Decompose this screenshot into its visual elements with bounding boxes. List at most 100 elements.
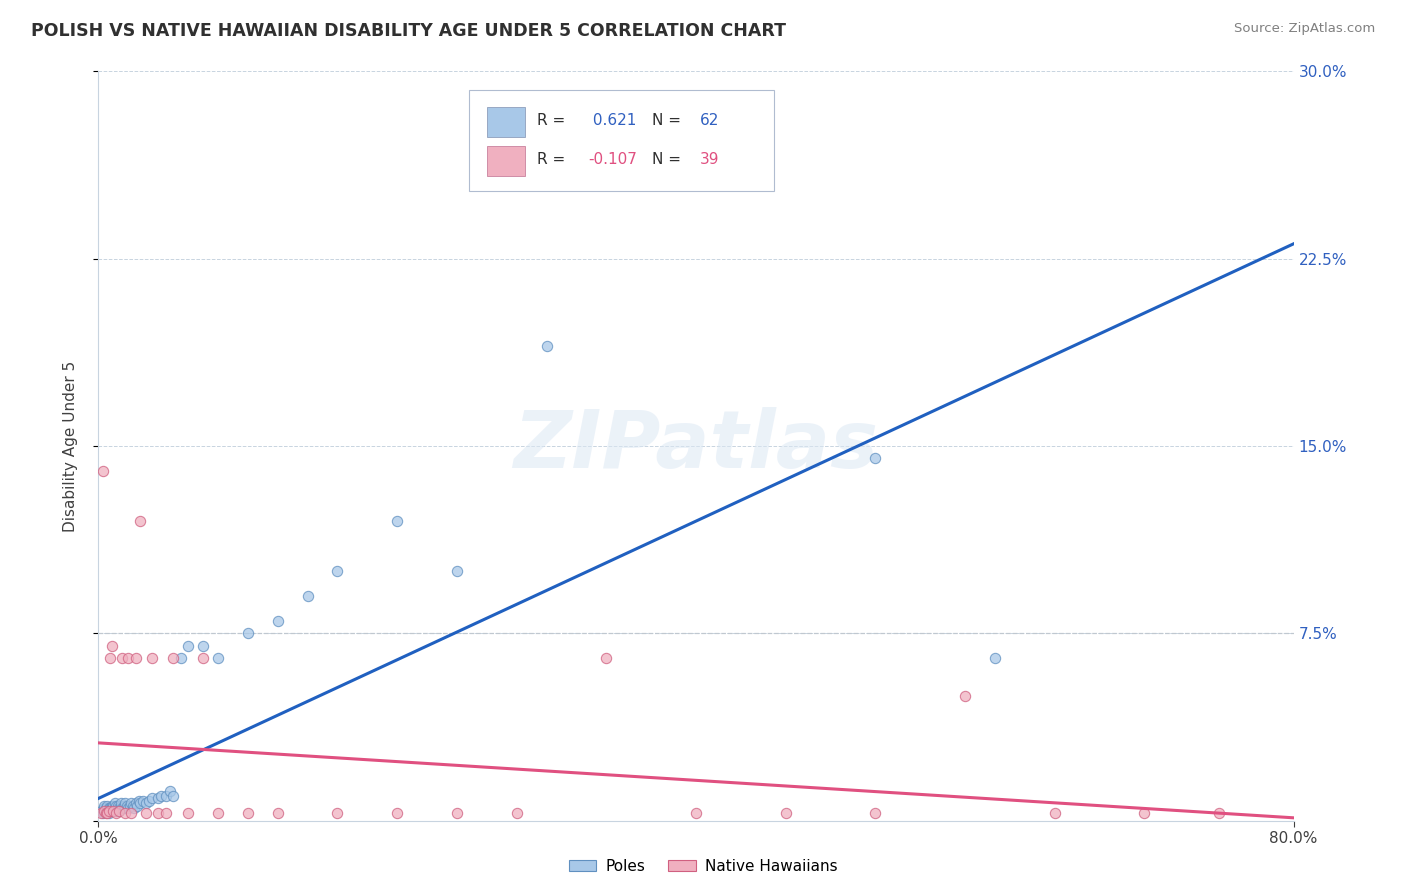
Text: R =: R =: [537, 153, 571, 168]
FancyBboxPatch shape: [470, 90, 773, 191]
Point: [177, 806, 200, 821]
Point: [135, 806, 157, 821]
Point: [105, 798, 128, 813]
Point: [169, 651, 191, 665]
Point: [177, 639, 200, 653]
Point: [93, 801, 115, 815]
Point: [96, 798, 118, 813]
Point: [98, 801, 122, 815]
Point: [96, 806, 118, 821]
Point: [121, 798, 143, 813]
Point: [117, 801, 139, 815]
Point: [114, 801, 136, 815]
Point: [191, 651, 214, 665]
Point: [385, 514, 409, 528]
Point: [111, 651, 134, 665]
Point: [103, 804, 125, 818]
Point: [236, 626, 259, 640]
Text: POLISH VS NATIVE HAWAIIAN DISABILITY AGE UNDER 5 CORRELATION CHART: POLISH VS NATIVE HAWAIIAN DISABILITY AGE…: [31, 22, 786, 40]
Point: [1208, 806, 1230, 821]
Text: ZIPatlas: ZIPatlas: [513, 407, 879, 485]
Point: [97, 806, 120, 821]
Point: [129, 514, 152, 528]
Point: [103, 804, 125, 818]
Point: [267, 614, 290, 628]
Point: [141, 791, 163, 805]
Point: [984, 651, 1007, 665]
Point: [191, 639, 214, 653]
Point: [326, 806, 349, 821]
Point: [135, 796, 157, 810]
Point: [105, 804, 128, 818]
Point: [207, 651, 229, 665]
Point: [97, 801, 120, 815]
Point: [108, 801, 131, 815]
Text: 0.621: 0.621: [589, 112, 637, 128]
Point: [94, 804, 117, 818]
Point: [90, 804, 112, 818]
Point: [110, 796, 132, 810]
Text: 62: 62: [700, 112, 718, 128]
Point: [155, 806, 177, 821]
Point: [236, 806, 259, 821]
Point: [506, 806, 529, 821]
Point: [128, 794, 150, 808]
Point: [446, 806, 468, 821]
Point: [162, 651, 184, 665]
Point: [107, 801, 129, 815]
Point: [155, 789, 177, 803]
Point: [90, 806, 112, 821]
Point: [94, 806, 117, 821]
Point: [93, 804, 115, 818]
Point: [865, 451, 887, 466]
Point: [104, 796, 127, 810]
Point: [207, 806, 229, 821]
Point: [112, 798, 135, 813]
Point: [775, 806, 797, 821]
Point: [91, 806, 114, 821]
Point: [326, 564, 349, 578]
Point: [103, 798, 125, 813]
Point: [159, 783, 181, 797]
Point: [124, 801, 146, 815]
Bar: [486, 106, 524, 136]
Point: [120, 806, 142, 821]
Point: [98, 804, 122, 818]
Point: [595, 651, 617, 665]
Point: [110, 798, 132, 813]
Point: [141, 651, 163, 665]
Point: [93, 798, 115, 813]
Point: [107, 798, 129, 813]
Text: 39: 39: [700, 153, 718, 168]
Point: [105, 806, 128, 821]
Point: [96, 804, 118, 818]
Point: [127, 798, 149, 813]
Point: [267, 806, 290, 821]
Point: [1133, 806, 1156, 821]
Legend: Poles, Native Hawaiians: Poles, Native Hawaiians: [562, 853, 844, 880]
Point: [108, 804, 131, 818]
Point: [138, 794, 160, 808]
Bar: [486, 146, 524, 177]
Text: N =: N =: [652, 112, 686, 128]
Point: [148, 791, 170, 805]
Text: R =: R =: [537, 112, 571, 128]
Point: [101, 801, 124, 815]
Point: [1043, 806, 1066, 821]
Point: [150, 789, 173, 803]
Point: [101, 798, 124, 813]
Point: [162, 789, 184, 803]
Point: [104, 801, 127, 815]
Point: [865, 806, 887, 821]
Point: [685, 806, 707, 821]
Point: [148, 806, 170, 821]
Point: [536, 339, 558, 353]
Point: [115, 798, 138, 813]
Point: [297, 589, 319, 603]
Point: [101, 639, 124, 653]
Point: [117, 651, 139, 665]
Point: [120, 796, 142, 810]
Point: [108, 804, 131, 818]
Point: [132, 794, 155, 808]
Point: [97, 804, 120, 818]
